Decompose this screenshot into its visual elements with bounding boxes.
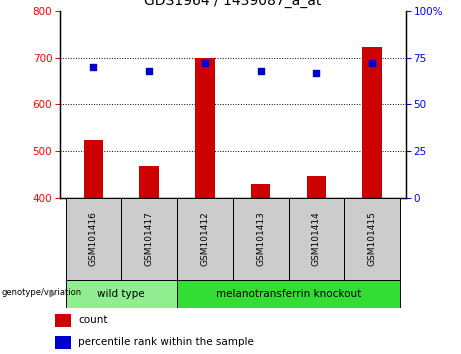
Bar	[251, 184, 271, 198]
Bar	[233, 198, 289, 280]
Bar	[55, 314, 71, 327]
Bar	[195, 57, 215, 198]
Point	[90, 64, 97, 70]
Bar	[307, 176, 326, 198]
Point	[313, 70, 320, 75]
Text: percentile rank within the sample: percentile rank within the sample	[78, 337, 254, 348]
Point	[146, 68, 153, 74]
Text: GSM101417: GSM101417	[145, 211, 154, 267]
Bar	[65, 280, 177, 308]
Point	[201, 60, 209, 66]
Text: GSM101413: GSM101413	[256, 211, 265, 267]
Text: count: count	[78, 315, 108, 325]
Text: GSM101412: GSM101412	[201, 212, 209, 266]
Bar	[83, 139, 103, 198]
Text: GSM101414: GSM101414	[312, 212, 321, 266]
Point	[368, 60, 376, 66]
Bar	[177, 198, 233, 280]
Text: melanotransferrin knockout: melanotransferrin knockout	[216, 289, 361, 299]
Bar	[55, 336, 71, 349]
Title: GDS1964 / 1439087_a_at: GDS1964 / 1439087_a_at	[144, 0, 321, 8]
Bar	[362, 47, 382, 198]
Bar	[289, 198, 344, 280]
Point	[257, 68, 264, 74]
Bar	[177, 280, 400, 308]
Text: genotype/variation: genotype/variation	[1, 288, 81, 297]
Text: GSM101415: GSM101415	[368, 211, 377, 267]
Bar	[121, 198, 177, 280]
Text: GSM101416: GSM101416	[89, 211, 98, 267]
Bar	[344, 198, 400, 280]
Bar	[139, 166, 159, 198]
Text: wild type: wild type	[97, 289, 145, 299]
Bar	[65, 198, 121, 280]
